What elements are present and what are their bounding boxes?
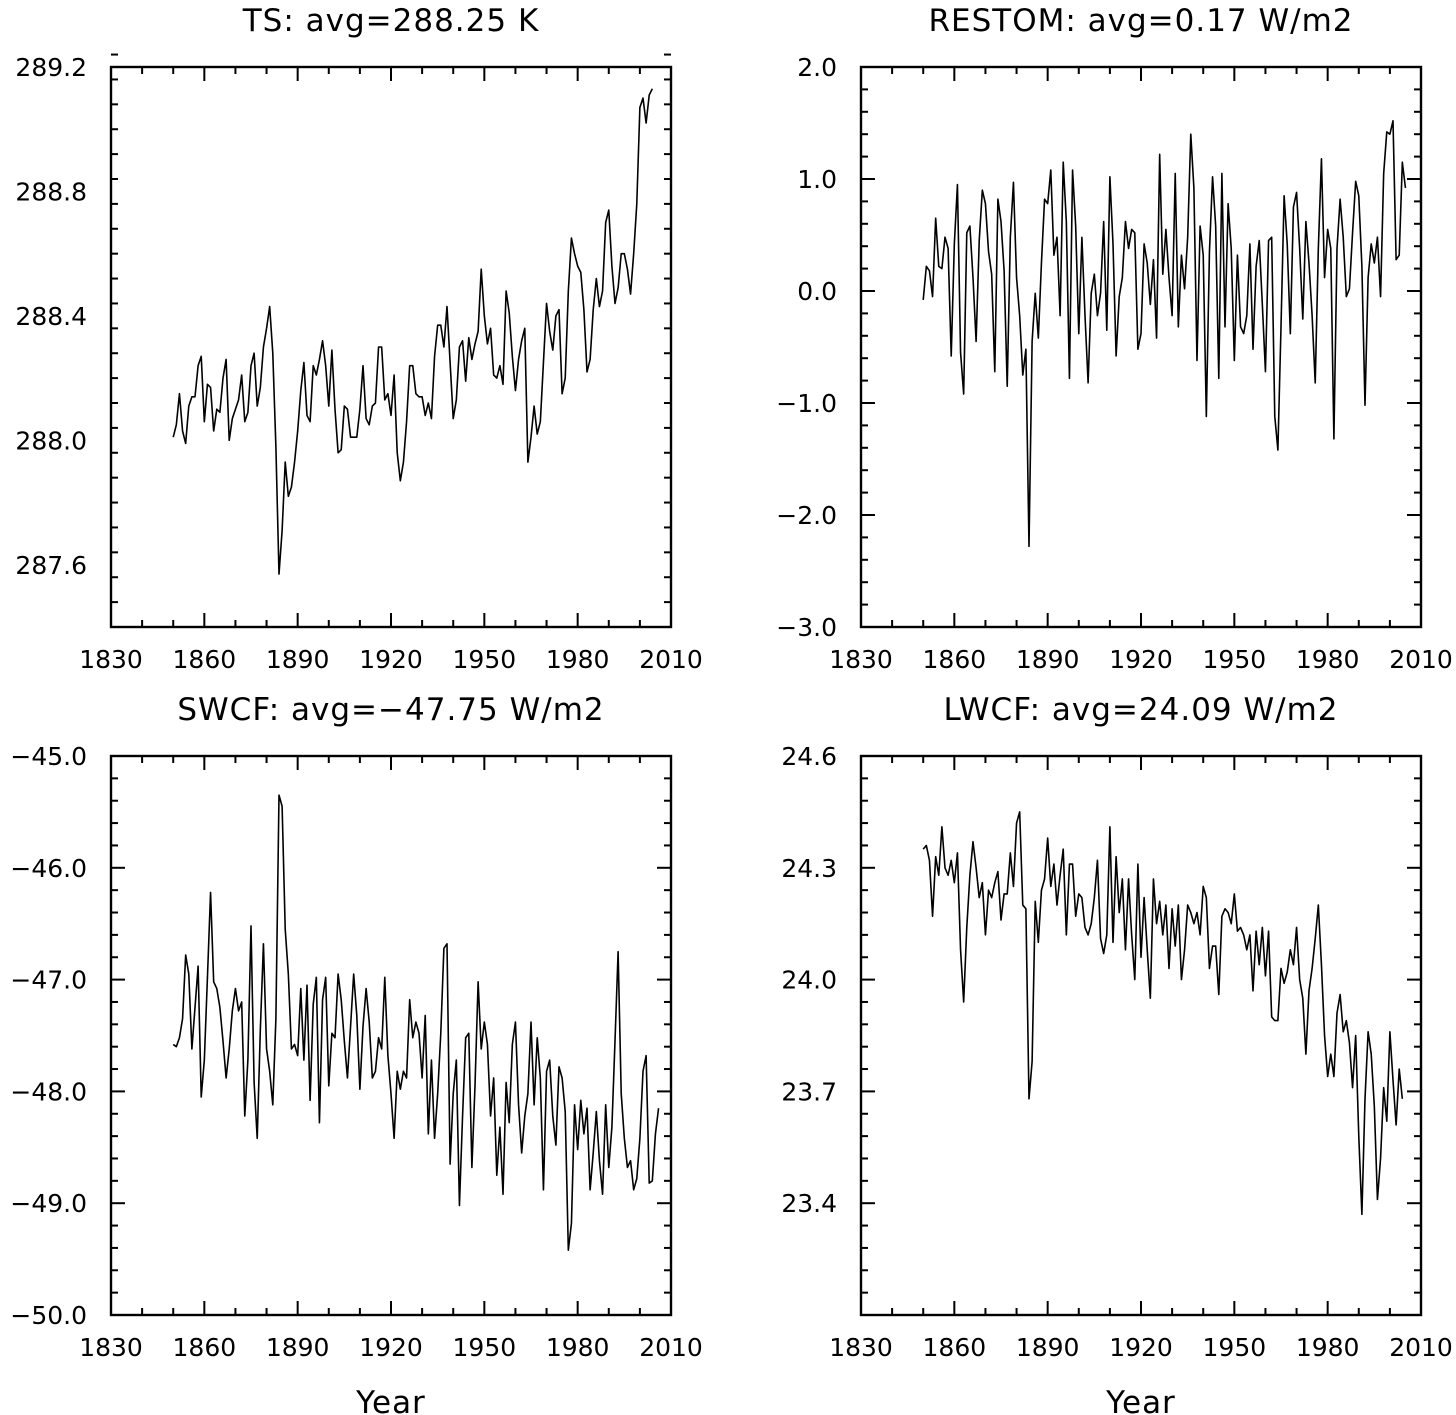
x-tick-label: 1920 — [1109, 645, 1173, 674]
chart-title: RESTOM: avg=0.17 W/m2 — [928, 3, 1353, 39]
x-tick-label: 2010 — [639, 645, 703, 674]
y-tick-label: −3.0 — [776, 613, 837, 642]
plot-frame — [109, 65, 673, 629]
y-tick-label: 2.0 — [797, 53, 837, 82]
series-line-lwcf — [922, 811, 1404, 1216]
x-tick-label: 1890 — [266, 1333, 330, 1362]
panel-restom: RESTOM: avg=0.17 W/m2 1830 1860 1890 1920 195… — [776, 3, 1453, 674]
x-tick-label: 1980 — [1296, 645, 1360, 674]
y-tick-label: 288.8 — [15, 177, 87, 206]
x-tick-label: 1980 — [546, 1333, 610, 1362]
y-tick-label: 24.3 — [781, 854, 837, 883]
x-tick-label: 1920 — [359, 1333, 423, 1362]
x-tick-label: 2010 — [639, 1333, 703, 1362]
plot-frame — [109, 754, 673, 1317]
y-tick-label: 24.6 — [781, 742, 837, 771]
y-tick-label: 288.4 — [15, 302, 87, 331]
y-tick-label: −45.0 — [10, 742, 87, 771]
x-tick-label: 1920 — [359, 645, 423, 674]
x-tick-label: 1830 — [829, 645, 893, 674]
x-tick-label: 1830 — [79, 645, 143, 674]
x-tick-label: 1860 — [923, 645, 987, 674]
y-tick-label: −48.0 — [10, 1077, 87, 1106]
panel-ts: TS: avg=288.25 K 1830 1860 1890 1920 1950 1980… — [15, 3, 702, 674]
y-tick-label: −1.0 — [776, 389, 837, 418]
y-tick-label: 23.7 — [781, 1077, 837, 1106]
panel-lwcf: LWCF: avg=24.09 W/m2 1830 1860 1890 1920 1950… — [781, 692, 1452, 1415]
y-tick-label: 23.4 — [781, 1189, 837, 1218]
x-tick-label: 1950 — [1203, 1333, 1267, 1362]
x-axis-label: Year — [1105, 1385, 1176, 1415]
y-tick-label: 288.0 — [15, 426, 87, 455]
y-tick-label: 289.2 — [15, 53, 87, 82]
x-tick-label: 1860 — [173, 1333, 237, 1362]
x-tick-label: 1950 — [1203, 645, 1267, 674]
chart-title: SWCF: avg=−47.75 W/m2 — [177, 692, 604, 728]
series-line-ts — [172, 88, 654, 575]
x-tick-label: 1890 — [1016, 645, 1080, 674]
x-tick-label: 1860 — [173, 645, 237, 674]
y-tick-label: −49.0 — [10, 1189, 87, 1218]
series-line-swcf — [172, 794, 660, 1251]
x-tick-label: 1890 — [266, 645, 330, 674]
x-tick-label: 1950 — [453, 1333, 517, 1362]
series-line-restom — [922, 119, 1407, 548]
y-tick-label: 24.0 — [781, 966, 837, 995]
x-axis-label: Year — [355, 1385, 426, 1415]
chart-title: LWCF: avg=24.09 W/m2 — [943, 692, 1338, 728]
x-tick-label: 1950 — [453, 645, 517, 674]
x-tick-label: 1890 — [1016, 1333, 1080, 1362]
x-tick-label: 1830 — [829, 1333, 893, 1362]
y-tick-label: 287.6 — [15, 551, 87, 580]
x-tick-label: 2010 — [1389, 1333, 1453, 1362]
y-tick-label: −46.0 — [10, 854, 87, 883]
chart-title: TS: avg=288.25 K — [242, 3, 540, 39]
x-tick-label: 1860 — [923, 1333, 987, 1362]
panel-swcf: SWCF: avg=−47.75 W/m2 1830 1860 1890 1920 195… — [10, 692, 702, 1415]
y-tick-label: 0.0 — [797, 277, 837, 306]
x-tick-label: 2010 — [1389, 645, 1453, 674]
plot-frame — [859, 754, 1423, 1317]
x-tick-label: 1920 — [1109, 1333, 1173, 1362]
y-tick-label: −2.0 — [776, 501, 837, 530]
y-tick-label: −47.0 — [10, 966, 87, 995]
x-tick-label: 1830 — [79, 1333, 143, 1362]
plot-frame — [859, 65, 1423, 629]
y-tick-label: 1.0 — [797, 165, 837, 194]
x-tick-label: 1980 — [546, 645, 610, 674]
y-tick-label: −50.0 — [10, 1301, 87, 1330]
x-tick-label: 1980 — [1296, 1333, 1360, 1362]
